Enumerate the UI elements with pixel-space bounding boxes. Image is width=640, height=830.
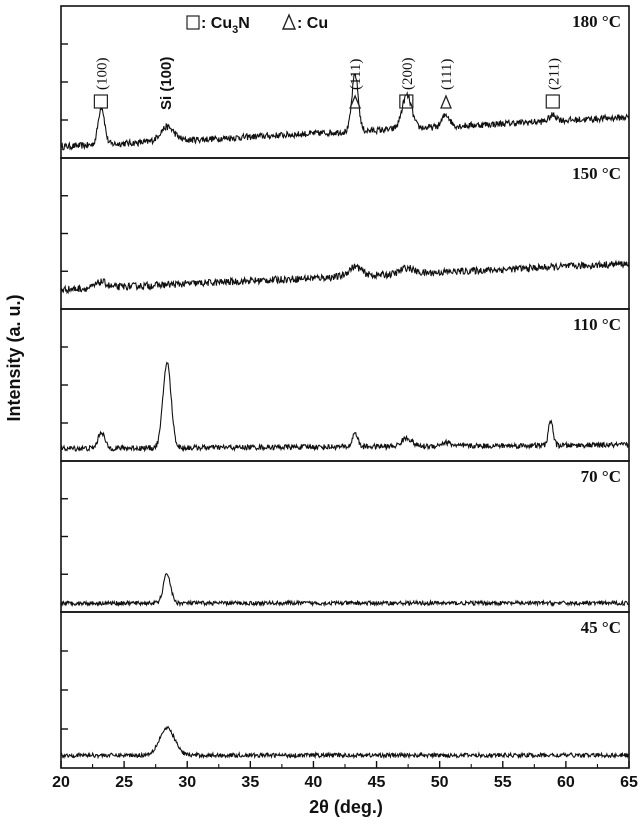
x-tick-label: 50 [431,774,449,791]
peak-label-si: Si (100) [158,57,175,110]
panel-frame [60,5,630,159]
panel-frame [60,611,630,769]
x-axis-title: 2θ (deg.) [309,797,383,817]
panel-2: 150 °C [60,157,630,310]
panel-4: 70 °C [60,460,630,613]
x-tick-label: 20 [52,774,70,791]
peak-label-miller: (111) [439,59,455,90]
square-marker-icon [545,94,560,109]
x-tick-label: 25 [115,774,133,791]
peak-annotation: (200) [399,58,416,109]
triangle-marker-icon [440,94,452,109]
y-axis-title: Intensity (a. u.) [4,294,24,421]
x-axis: 20 25 30 35 40 45 50 55 60 65 [52,761,638,791]
x-tick-label: 45 [368,774,386,791]
series-trace [60,259,630,295]
peak-annotation: (111) [439,59,455,109]
series-trace [60,725,630,760]
panel-frame [60,157,630,310]
x-tick-label: 40 [305,774,323,791]
panel-temperature-label: 150 °C [572,164,621,183]
panel-temperature-label: 180 °C [572,12,621,31]
x-tick-label: 60 [557,774,575,791]
panels-layer: 180 °C(100) Si (100) (111) (200) (111) (211)1… [60,5,630,769]
series-trace [60,572,630,608]
panel-frame [60,308,630,462]
peak-label-miller: (100) [94,58,110,91]
x-tick-label: 35 [241,774,259,791]
square-marker-icon [399,94,414,109]
x-tick-label: 55 [494,774,512,791]
x-tick-label: 30 [178,774,196,791]
panel-frame [60,460,630,613]
peak-label-miller: (200) [400,58,416,91]
panel-temperature-label: 45 °C [581,618,621,637]
panel-1: 180 °C (100) Si (100) (111) (200) (111) (211) [60,5,630,159]
peak-annotation: (100) [93,58,110,109]
legend-triangle-marker [281,13,297,30]
peak-annotation: (211) [545,58,562,109]
series-trace [60,361,630,453]
x-tick-label: 65 [620,774,638,791]
panel-5: 45 °C [60,611,630,769]
panel-3: 110 °C [60,308,630,462]
peak-label-miller: (111) [348,59,364,90]
series-trace [60,73,630,151]
square-marker-icon [93,94,108,109]
legend-cu3n-label: : Cu3N [201,15,250,36]
peak-annotation: (111) [348,59,364,109]
chart-legend: : Cu3N : Cu [186,13,328,36]
panel-temperature-label: 70 °C [581,467,621,486]
legend-square-marker [186,15,200,30]
triangle-marker-icon [349,94,362,109]
panel-temperature-label: 110 °C [573,315,621,334]
peak-annotation: Si (100) [158,57,175,110]
peak-label-miller: (211) [546,58,562,90]
legend-cu-label: : Cu [297,15,328,32]
